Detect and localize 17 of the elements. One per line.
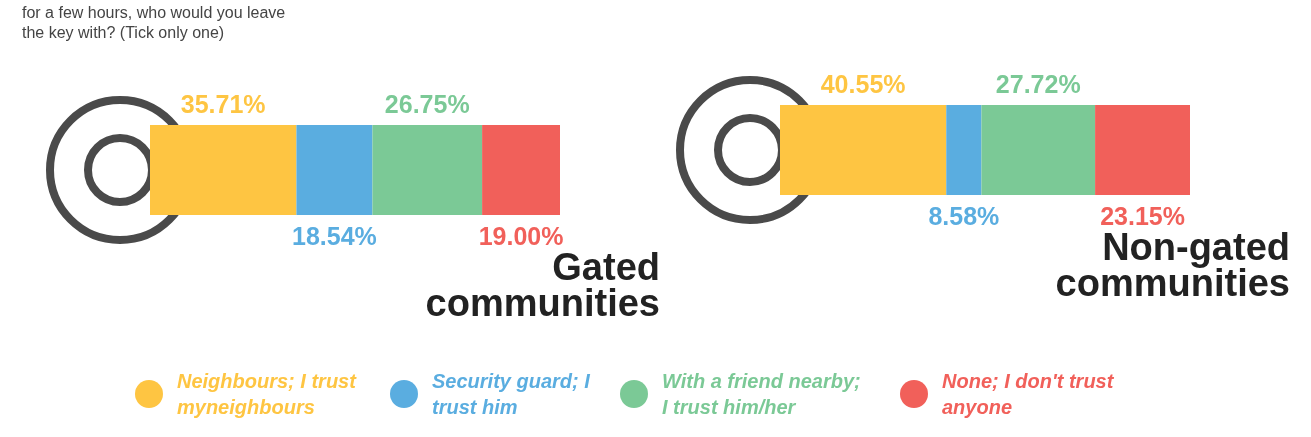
data-label: 40.55% (820, 70, 906, 98)
bar (946, 105, 982, 195)
data-label: 35.71% (180, 90, 266, 118)
text: for a few hours, who would you leave the key with? (Tick only one) (22, 4, 286, 41)
bar (372, 125, 483, 215)
data-label: 27.72% (995, 70, 1081, 98)
legend-label: None; I don't trust anyone (942, 370, 1115, 418)
bar (981, 105, 1096, 195)
legend-label: Neighbours; I trust myneighbours (177, 370, 358, 418)
legend-label: With a friend nearby; I trust him/her (662, 370, 861, 418)
bar (1095, 105, 1190, 195)
bar (296, 125, 373, 215)
data-label: 8.58% (928, 202, 1000, 230)
bar (482, 125, 560, 215)
data-label: 18.54% (292, 222, 377, 250)
legend-label: Security guard; I trust him (432, 370, 591, 418)
data-label: 26.75% (384, 90, 470, 118)
